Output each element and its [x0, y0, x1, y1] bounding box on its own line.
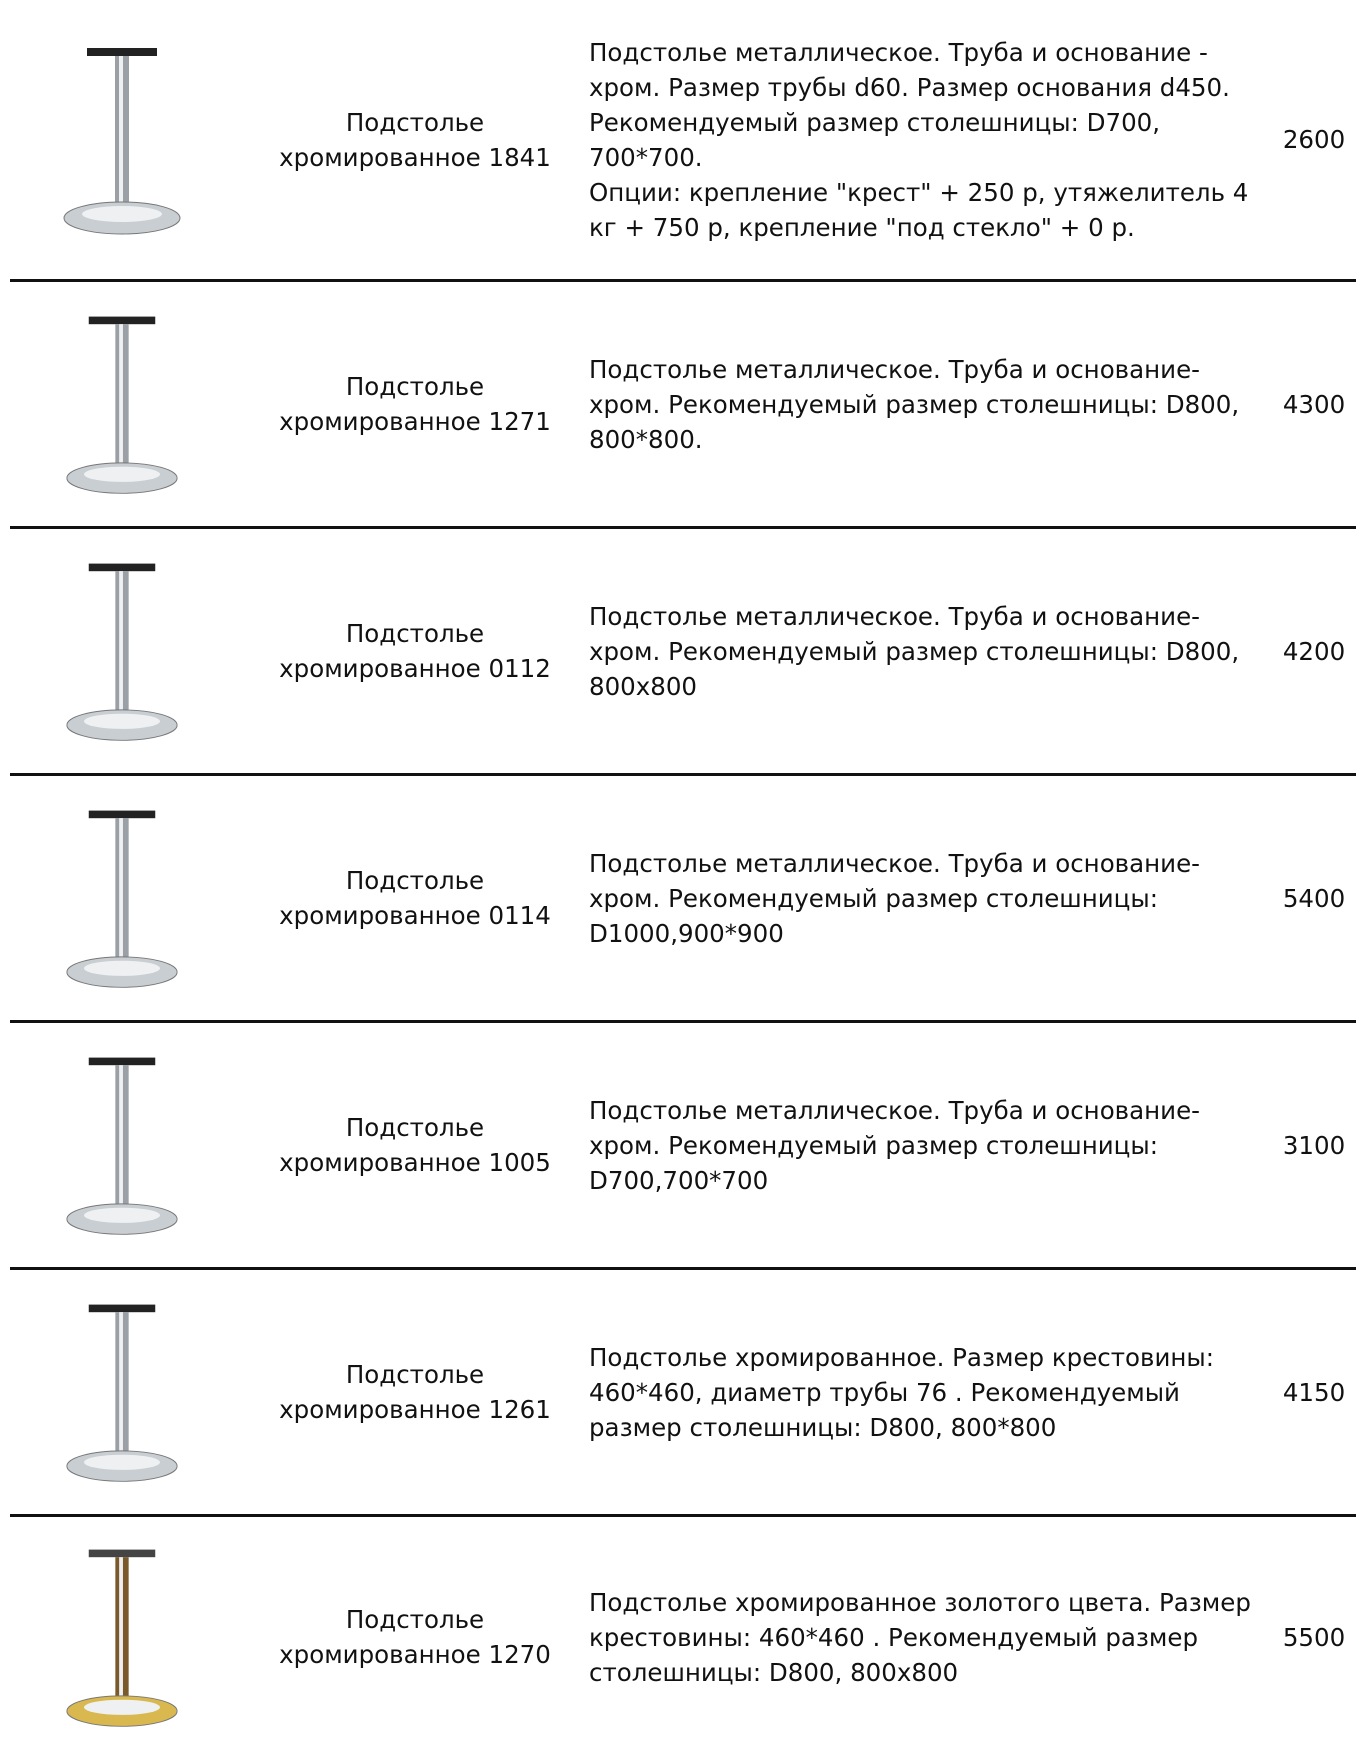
- image-cell: [0, 776, 243, 1020]
- description-text: Подстолье металлическое. Труба и основан…: [589, 37, 1230, 172]
- base-highlight: [83, 466, 160, 482]
- table-top-bracket: [86, 47, 157, 56]
- product-image: [65, 1304, 178, 1482]
- base-highlight: [83, 1207, 160, 1223]
- product-price: 4200: [1282, 636, 1346, 666]
- product-name: Подстолье хромированное 1841: [279, 107, 551, 172]
- description-text: Подстолье металлическое. Труба и основан…: [589, 1095, 1200, 1195]
- table-top-bracket: [88, 810, 155, 819]
- product-image: [65, 1549, 178, 1727]
- description-text: Подстолье металлическое. Труба и основан…: [589, 354, 1240, 454]
- description-text: Подстолье металлическое. Труба и основан…: [589, 601, 1240, 701]
- product-image: [65, 316, 178, 494]
- product-price: 4300: [1282, 389, 1346, 419]
- description-text: Опции: крепление "крест" + 250 р, утяжел…: [589, 177, 1249, 242]
- product-name: Подстолье хромированное 1271: [279, 372, 551, 436]
- description-text: Подстолье хромированное. Размер крестови…: [589, 1342, 1215, 1442]
- product-description: Подстолье металлическое. Труба и основан…: [587, 0, 1258, 279]
- column-highlight: [118, 571, 123, 714]
- column-highlight: [118, 1065, 123, 1208]
- product-name: Подстолье хромированное 0112: [279, 619, 551, 683]
- table-top-bracket: [88, 1549, 155, 1558]
- product-price: 4150: [1282, 1377, 1346, 1407]
- product-row: Подстолье хромированное 1270 Подстолье хр…: [10, 1517, 1356, 1747]
- product-price: 3100: [1282, 1130, 1346, 1160]
- product-price: 5500: [1282, 1622, 1346, 1652]
- base-highlight: [83, 1454, 160, 1470]
- product-name: Подстолье хромированное 0114: [279, 866, 551, 930]
- product-description: Подстолье хромированное золотого цвета. …: [587, 1517, 1258, 1747]
- column-highlight: [118, 1557, 123, 1700]
- product-row: Подстолье хромированное 1271 Подстолье ме…: [10, 282, 1356, 529]
- table-top-bracket: [88, 1057, 155, 1066]
- image-cell: [0, 1023, 243, 1267]
- product-description: Подстолье металлическое. Труба и основан…: [587, 529, 1258, 773]
- product-description: Подстолье металлическое. Труба и основан…: [587, 282, 1258, 526]
- product-description: Подстолье хромированное. Размер крестови…: [587, 1270, 1258, 1514]
- product-row: Подстолье хромированное 0112 Подстолье ме…: [10, 529, 1356, 776]
- table-top-bracket: [88, 1304, 155, 1313]
- description-text: Подстолье металлическое. Труба и основан…: [589, 848, 1200, 948]
- product-name: Подстолье хромированное 1005: [279, 1113, 551, 1177]
- base-highlight: [83, 1699, 160, 1715]
- product-image: [65, 1057, 178, 1235]
- product-name: Подстолье хромированное 1261: [279, 1360, 551, 1424]
- base-highlight: [83, 713, 160, 729]
- product-name: Подстолье хромированное 1270: [279, 1605, 551, 1669]
- base-highlight: [81, 205, 162, 222]
- table-top-bracket: [88, 563, 155, 572]
- image-cell: [0, 1517, 243, 1747]
- column-highlight: [118, 324, 123, 467]
- product-description: Подстолье металлическое. Труба и основан…: [587, 1023, 1258, 1267]
- column-highlight: [118, 55, 123, 206]
- product-row: Подстолье хромированное 1005 Подстолье ме…: [10, 1023, 1356, 1270]
- product-price: 2600: [1282, 125, 1346, 154]
- image-cell: [0, 529, 243, 773]
- product-row: Подстолье хромированное 1841 Подстолье ме…: [10, 0, 1356, 282]
- product-price: 5400: [1282, 883, 1346, 913]
- product-row: Подстолье хромированное 0114 Подстолье ме…: [10, 776, 1356, 1023]
- product-image: [63, 47, 180, 234]
- product-image: [65, 563, 178, 741]
- product-description: Подстолье металлическое. Труба и основан…: [587, 776, 1258, 1020]
- image-cell: [0, 0, 243, 279]
- base-highlight: [83, 960, 160, 976]
- product-image: [65, 810, 178, 988]
- description-text: Подстолье хромированное золотого цвета. …: [589, 1587, 1251, 1687]
- table-top-bracket: [88, 316, 155, 325]
- column-highlight: [118, 1312, 123, 1455]
- product-row: Подстолье хромированное 1261 Подстолье хр…: [10, 1270, 1356, 1517]
- image-cell: [0, 282, 243, 526]
- image-cell: [0, 1270, 243, 1514]
- column-highlight: [118, 818, 123, 961]
